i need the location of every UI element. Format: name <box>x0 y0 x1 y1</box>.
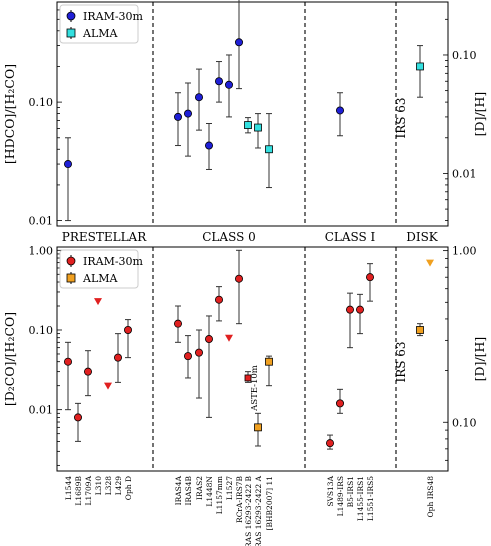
iram-marker <box>224 80 233 89</box>
y-right-tick-label: 1.00 <box>452 245 477 258</box>
x-tick-label: L1527 <box>225 476 234 500</box>
y-right-axis-label: [D]/[H] <box>472 92 487 137</box>
iram-marker <box>335 399 344 408</box>
legend-label-alma: ALMA <box>82 27 119 40</box>
x-tick-labels: L1544 L1689B L1709A L310 L328 L429 Oph D IRAS4A… <box>64 475 435 546</box>
x-tick-label: L1709A <box>84 475 93 505</box>
x-tick-label: IRAS 16293-2422 A <box>254 475 263 546</box>
legend-label-iram: IRAM-30m <box>83 10 144 23</box>
y-right-tick-label: 0.10 <box>452 49 477 62</box>
iram-marker <box>114 353 123 362</box>
legend: IRAM-30m ALMA <box>59 4 144 44</box>
legend-box <box>59 4 139 44</box>
iram-marker <box>214 295 223 304</box>
upper-limit-marker <box>426 259 434 267</box>
iram-marker <box>124 325 133 334</box>
x-tick-label: L1489-IRS <box>336 476 345 516</box>
alma-marker <box>254 423 262 432</box>
iram-marker <box>74 413 83 422</box>
iram-marker <box>214 77 223 86</box>
y-axis-label: [D₂CO]/[H₂CO] <box>2 312 17 406</box>
iram-marker <box>173 112 182 121</box>
x-tick-label: L1157mm <box>215 476 224 514</box>
x-tick-label: Oph IRS48 <box>426 476 435 518</box>
iram-marker <box>84 367 93 376</box>
x-tick-label: L1448N <box>205 476 214 507</box>
iram-marker <box>365 273 374 282</box>
top-panel-hdco: 0.01 0.10 0.01 0.10 [HDCO]/[H₂CO] [D]/[H] IRAM… <box>2 0 487 228</box>
section-label: CLASS 0 <box>202 230 256 244</box>
y-right-axis-label: [D]/[H] <box>472 337 487 382</box>
alma-marker <box>244 121 252 129</box>
legend-iram-marker <box>66 11 76 21</box>
y-right-tick-label: 0.01 <box>452 167 477 180</box>
x-tick-label: IRAS4A <box>174 475 183 505</box>
legend-iram-marker <box>66 256 76 266</box>
legend-label-iram: IRAM-30m <box>83 255 144 268</box>
alma-marker <box>416 326 424 334</box>
x-tick-label: L310 <box>94 476 103 496</box>
x-tick-label: L328 <box>104 476 113 496</box>
iram-marker <box>64 160 73 169</box>
iram-marker <box>183 352 192 361</box>
aste-marker <box>244 374 252 382</box>
section-labels: PRESTELLAR CLASS 0 CLASS I DISK <box>62 230 439 244</box>
plot-frame <box>56 246 449 472</box>
legend: IRAM-30m ALMA <box>59 249 144 289</box>
iram-marker <box>325 439 334 448</box>
y-tick-label: 1.00 <box>29 244 54 257</box>
x-tick-label: L1689B <box>74 476 83 506</box>
x-tick-label: IRAS2 <box>195 476 204 500</box>
x-tick-label: IRAS4B <box>184 476 193 506</box>
legend-box <box>59 249 139 289</box>
iram-marker <box>194 348 203 357</box>
legend-alma-marker <box>66 28 76 38</box>
iram-marker <box>345 305 354 314</box>
x-tick-label: L1544 <box>64 476 73 500</box>
x-tick-label: L429 <box>114 476 123 496</box>
annotation-irs63: IRS 63 <box>394 97 408 138</box>
upper-limit-marker <box>104 382 112 390</box>
iram-marker <box>234 38 243 47</box>
iram-marker <box>335 106 344 115</box>
x-tick-label: Oph D <box>124 476 133 500</box>
x-tick-label: SVS13A <box>326 475 335 506</box>
legend-alma-marker <box>66 273 76 283</box>
section-label: DISK <box>406 230 439 244</box>
iram-marker <box>194 93 203 102</box>
legend-label-alma: ALMA <box>82 272 119 285</box>
iram-marker <box>355 305 364 314</box>
y-axis-label: [HDCO]/[H₂CO] <box>2 64 17 164</box>
upper-limit-marker <box>94 298 102 306</box>
y-tick-label: 0.01 <box>29 404 54 417</box>
bottom-panel-d2co: 0.01 0.10 1.00 0.10 1.00 [D₂CO]/[H₂CO] [D]/[H]… <box>2 244 487 472</box>
annotation-aste: ASTE-10m <box>250 365 260 412</box>
iram-marker <box>173 319 182 328</box>
alma-marker <box>416 62 424 71</box>
x-tick-label: L1455-IRS1 <box>356 476 365 521</box>
x-tick-label: [BHB2007] 11 <box>265 476 274 530</box>
x-tick-label: IRAS 16293-2422 B <box>244 476 253 546</box>
x-tick-label: B5-IRS1 <box>346 476 355 507</box>
iram-marker <box>234 274 243 283</box>
y-tick-label: 0.10 <box>29 96 54 109</box>
section-label: CLASS I <box>325 230 376 244</box>
iram-marker <box>204 335 213 344</box>
upper-limit-marker <box>225 334 233 342</box>
alma-marker <box>265 145 273 154</box>
alma-marker <box>265 357 273 366</box>
iram-marker <box>64 357 73 366</box>
iram-marker <box>183 109 192 118</box>
y-tick-label: 0.10 <box>29 324 54 337</box>
y-tick-label: 0.01 <box>29 215 54 228</box>
plot-frame <box>56 1 449 227</box>
iram-marker <box>204 141 213 150</box>
annotation-irs63: IRS 63 <box>394 341 408 382</box>
section-label: PRESTELLAR <box>62 230 147 244</box>
alma-marker <box>254 123 262 132</box>
x-tick-label: L1551-IRS5 <box>366 476 375 521</box>
x-tick-label: RCrA-IRS7B <box>235 476 244 523</box>
y-right-tick-label: 0.10 <box>452 416 477 429</box>
